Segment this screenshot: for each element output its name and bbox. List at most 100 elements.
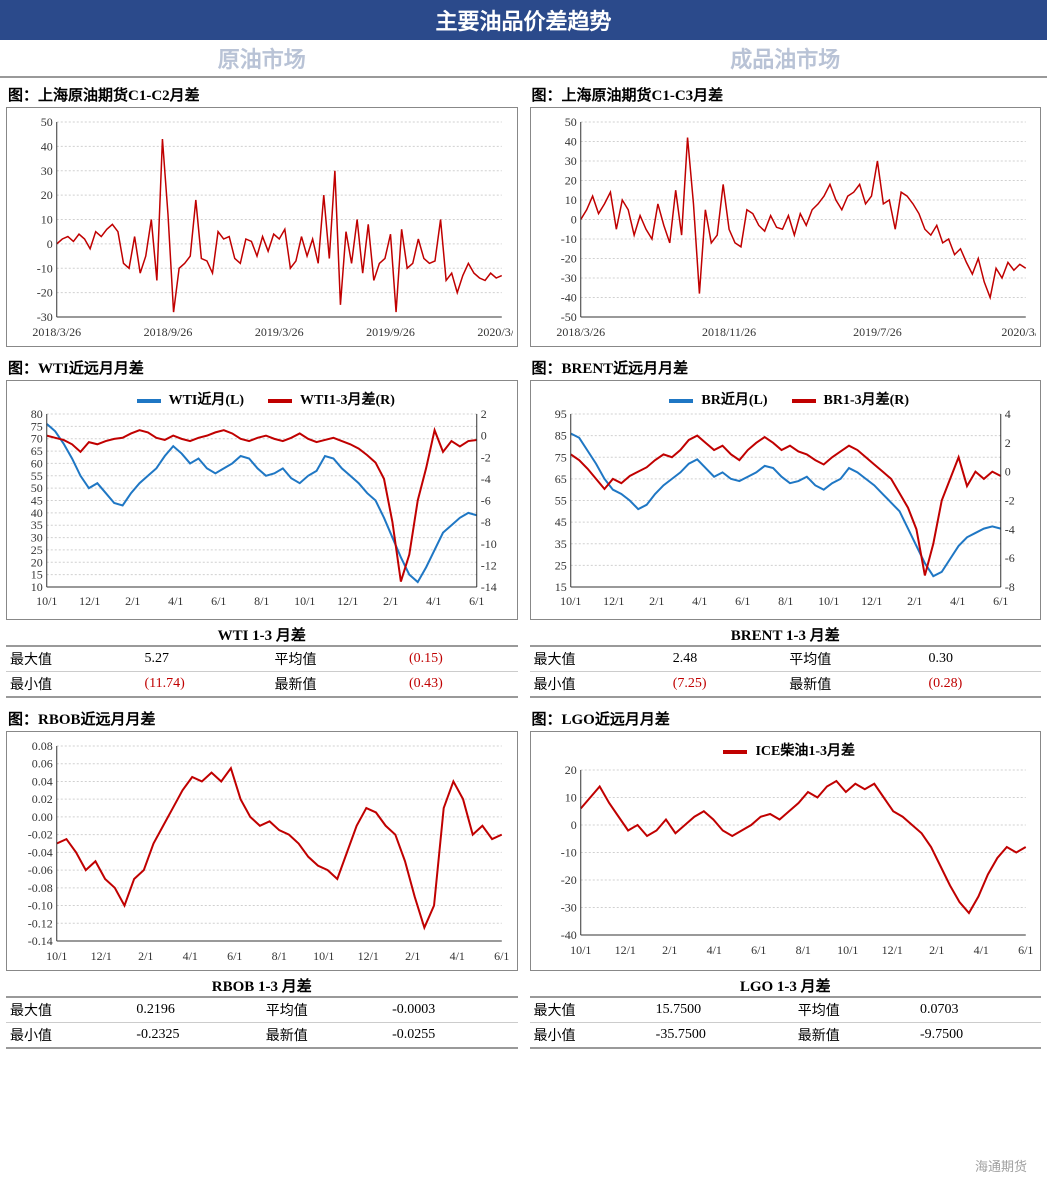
stats-table-brent: 最大值2.48平均值0.30 最小值(7.25)最新值(0.28) [530, 645, 1042, 698]
svg-text:2018/3/26: 2018/3/26 [32, 325, 81, 339]
svg-text:-20: -20 [560, 252, 576, 266]
svg-text:65: 65 [31, 444, 43, 458]
col-header-left: 原油市场 [0, 40, 524, 76]
svg-text:12/1: 12/1 [358, 949, 379, 963]
svg-text:-12: -12 [481, 558, 497, 572]
svg-text:10/1: 10/1 [560, 594, 581, 608]
stats-title: RBOB 1-3 月差 [6, 975, 518, 996]
svg-text:50: 50 [564, 115, 576, 129]
svg-text:-40: -40 [560, 928, 576, 942]
svg-text:75: 75 [31, 419, 43, 433]
svg-text:-0.10: -0.10 [28, 899, 53, 913]
svg-text:-0.06: -0.06 [28, 863, 53, 877]
svg-text:4/1: 4/1 [950, 594, 965, 608]
svg-text:6/1: 6/1 [751, 943, 766, 957]
svg-text:-10: -10 [560, 232, 576, 246]
svg-text:50: 50 [41, 115, 53, 129]
svg-text:20: 20 [41, 188, 53, 202]
svg-text:2018/9/26: 2018/9/26 [144, 325, 193, 339]
stats-table-rbob: 最大值0.2196平均值-0.0003 最小值-0.2325最新值-0.0255 [6, 996, 518, 1049]
svg-text:0: 0 [481, 429, 487, 443]
svg-text:10/1: 10/1 [818, 594, 839, 608]
svg-text:2: 2 [1004, 436, 1010, 450]
svg-text:6/1: 6/1 [494, 949, 509, 963]
svg-text:2/1: 2/1 [383, 594, 398, 608]
svg-text:70: 70 [31, 432, 43, 446]
stats-title: LGO 1-3 月差 [530, 975, 1042, 996]
svg-text:-10: -10 [481, 537, 497, 551]
svg-text:10/1: 10/1 [46, 949, 67, 963]
svg-text:2/1: 2/1 [929, 943, 944, 957]
svg-text:12/1: 12/1 [614, 943, 635, 957]
svg-text:6/1: 6/1 [735, 594, 750, 608]
svg-text:2/1: 2/1 [649, 594, 664, 608]
page-title: 主要油品价差趋势 [0, 0, 1047, 40]
svg-text:4/1: 4/1 [450, 949, 465, 963]
chart-legend: BR近月(L)BR1-3月差(R) [535, 389, 1037, 409]
chart-shanghai-c1c2: -30-20-10010203040502018/3/262018/9/2620… [6, 107, 518, 347]
svg-text:45: 45 [554, 515, 566, 529]
svg-text:40: 40 [564, 135, 576, 149]
col-header-right: 成品油市场 [524, 40, 1047, 76]
svg-text:12/1: 12/1 [91, 949, 112, 963]
svg-text:30: 30 [564, 154, 576, 168]
svg-text:0.04: 0.04 [32, 774, 53, 788]
svg-text:10/1: 10/1 [294, 594, 315, 608]
chart-title: 图：RBOB近远月月差 [8, 708, 518, 729]
svg-text:4/1: 4/1 [692, 594, 707, 608]
svg-text:2/1: 2/1 [907, 594, 922, 608]
svg-text:85: 85 [554, 429, 566, 443]
svg-text:12/1: 12/1 [337, 594, 358, 608]
svg-text:-6: -6 [481, 494, 491, 508]
svg-text:35: 35 [31, 518, 43, 532]
svg-text:10/1: 10/1 [837, 943, 858, 957]
svg-text:-4: -4 [1004, 522, 1014, 536]
svg-text:10: 10 [31, 580, 43, 594]
svg-text:40: 40 [31, 506, 43, 520]
svg-text:2/1: 2/1 [138, 949, 153, 963]
svg-text:50: 50 [31, 481, 43, 495]
svg-text:2020/3/26: 2020/3/26 [477, 325, 512, 339]
svg-text:4/1: 4/1 [706, 943, 721, 957]
svg-text:-50: -50 [560, 310, 576, 324]
svg-text:-0.04: -0.04 [28, 845, 53, 859]
svg-text:4/1: 4/1 [973, 943, 988, 957]
stats-title: WTI 1-3 月差 [6, 624, 518, 645]
svg-text:4/1: 4/1 [183, 949, 198, 963]
chart-rbob: -0.14-0.12-0.10-0.08-0.06-0.04-0.020.000… [6, 731, 518, 971]
svg-text:80: 80 [31, 409, 43, 421]
svg-text:45: 45 [31, 494, 43, 508]
svg-text:0: 0 [47, 237, 53, 251]
svg-text:4: 4 [1004, 409, 1010, 421]
svg-text:2/1: 2/1 [662, 943, 677, 957]
svg-text:0.00: 0.00 [32, 810, 53, 824]
chart-lgo: ICE柴油1-3月差 -40-30-20-100102010/112/12/14… [530, 731, 1042, 971]
svg-text:-14: -14 [481, 580, 497, 594]
svg-text:2/1: 2/1 [125, 594, 140, 608]
svg-text:25: 25 [554, 558, 566, 572]
stats-title: BRENT 1-3 月差 [530, 624, 1042, 645]
chart-title: 图：上海原油期货C1-C2月差 [8, 84, 518, 105]
svg-text:-8: -8 [1004, 580, 1014, 594]
svg-text:0: 0 [570, 818, 576, 832]
svg-text:0: 0 [1004, 465, 1010, 479]
svg-text:-10: -10 [37, 261, 53, 275]
svg-text:-4: -4 [481, 472, 491, 486]
svg-text:2018/11/26: 2018/11/26 [701, 325, 755, 339]
svg-text:-0.08: -0.08 [28, 881, 53, 895]
svg-text:2019/7/26: 2019/7/26 [853, 325, 902, 339]
svg-text:6/1: 6/1 [211, 594, 226, 608]
chart-title: 图：WTI近远月月差 [8, 357, 518, 378]
svg-text:0.02: 0.02 [32, 792, 53, 806]
svg-text:12/1: 12/1 [881, 943, 902, 957]
svg-text:12/1: 12/1 [861, 594, 882, 608]
svg-text:0: 0 [570, 213, 576, 227]
svg-text:2018/3/26: 2018/3/26 [556, 325, 605, 339]
svg-text:60: 60 [31, 456, 43, 470]
svg-text:10/1: 10/1 [313, 949, 334, 963]
svg-text:15: 15 [31, 568, 43, 582]
svg-text:40: 40 [41, 139, 53, 153]
svg-text:-30: -30 [37, 310, 53, 324]
svg-text:-2: -2 [1004, 494, 1014, 508]
svg-text:75: 75 [554, 450, 566, 464]
